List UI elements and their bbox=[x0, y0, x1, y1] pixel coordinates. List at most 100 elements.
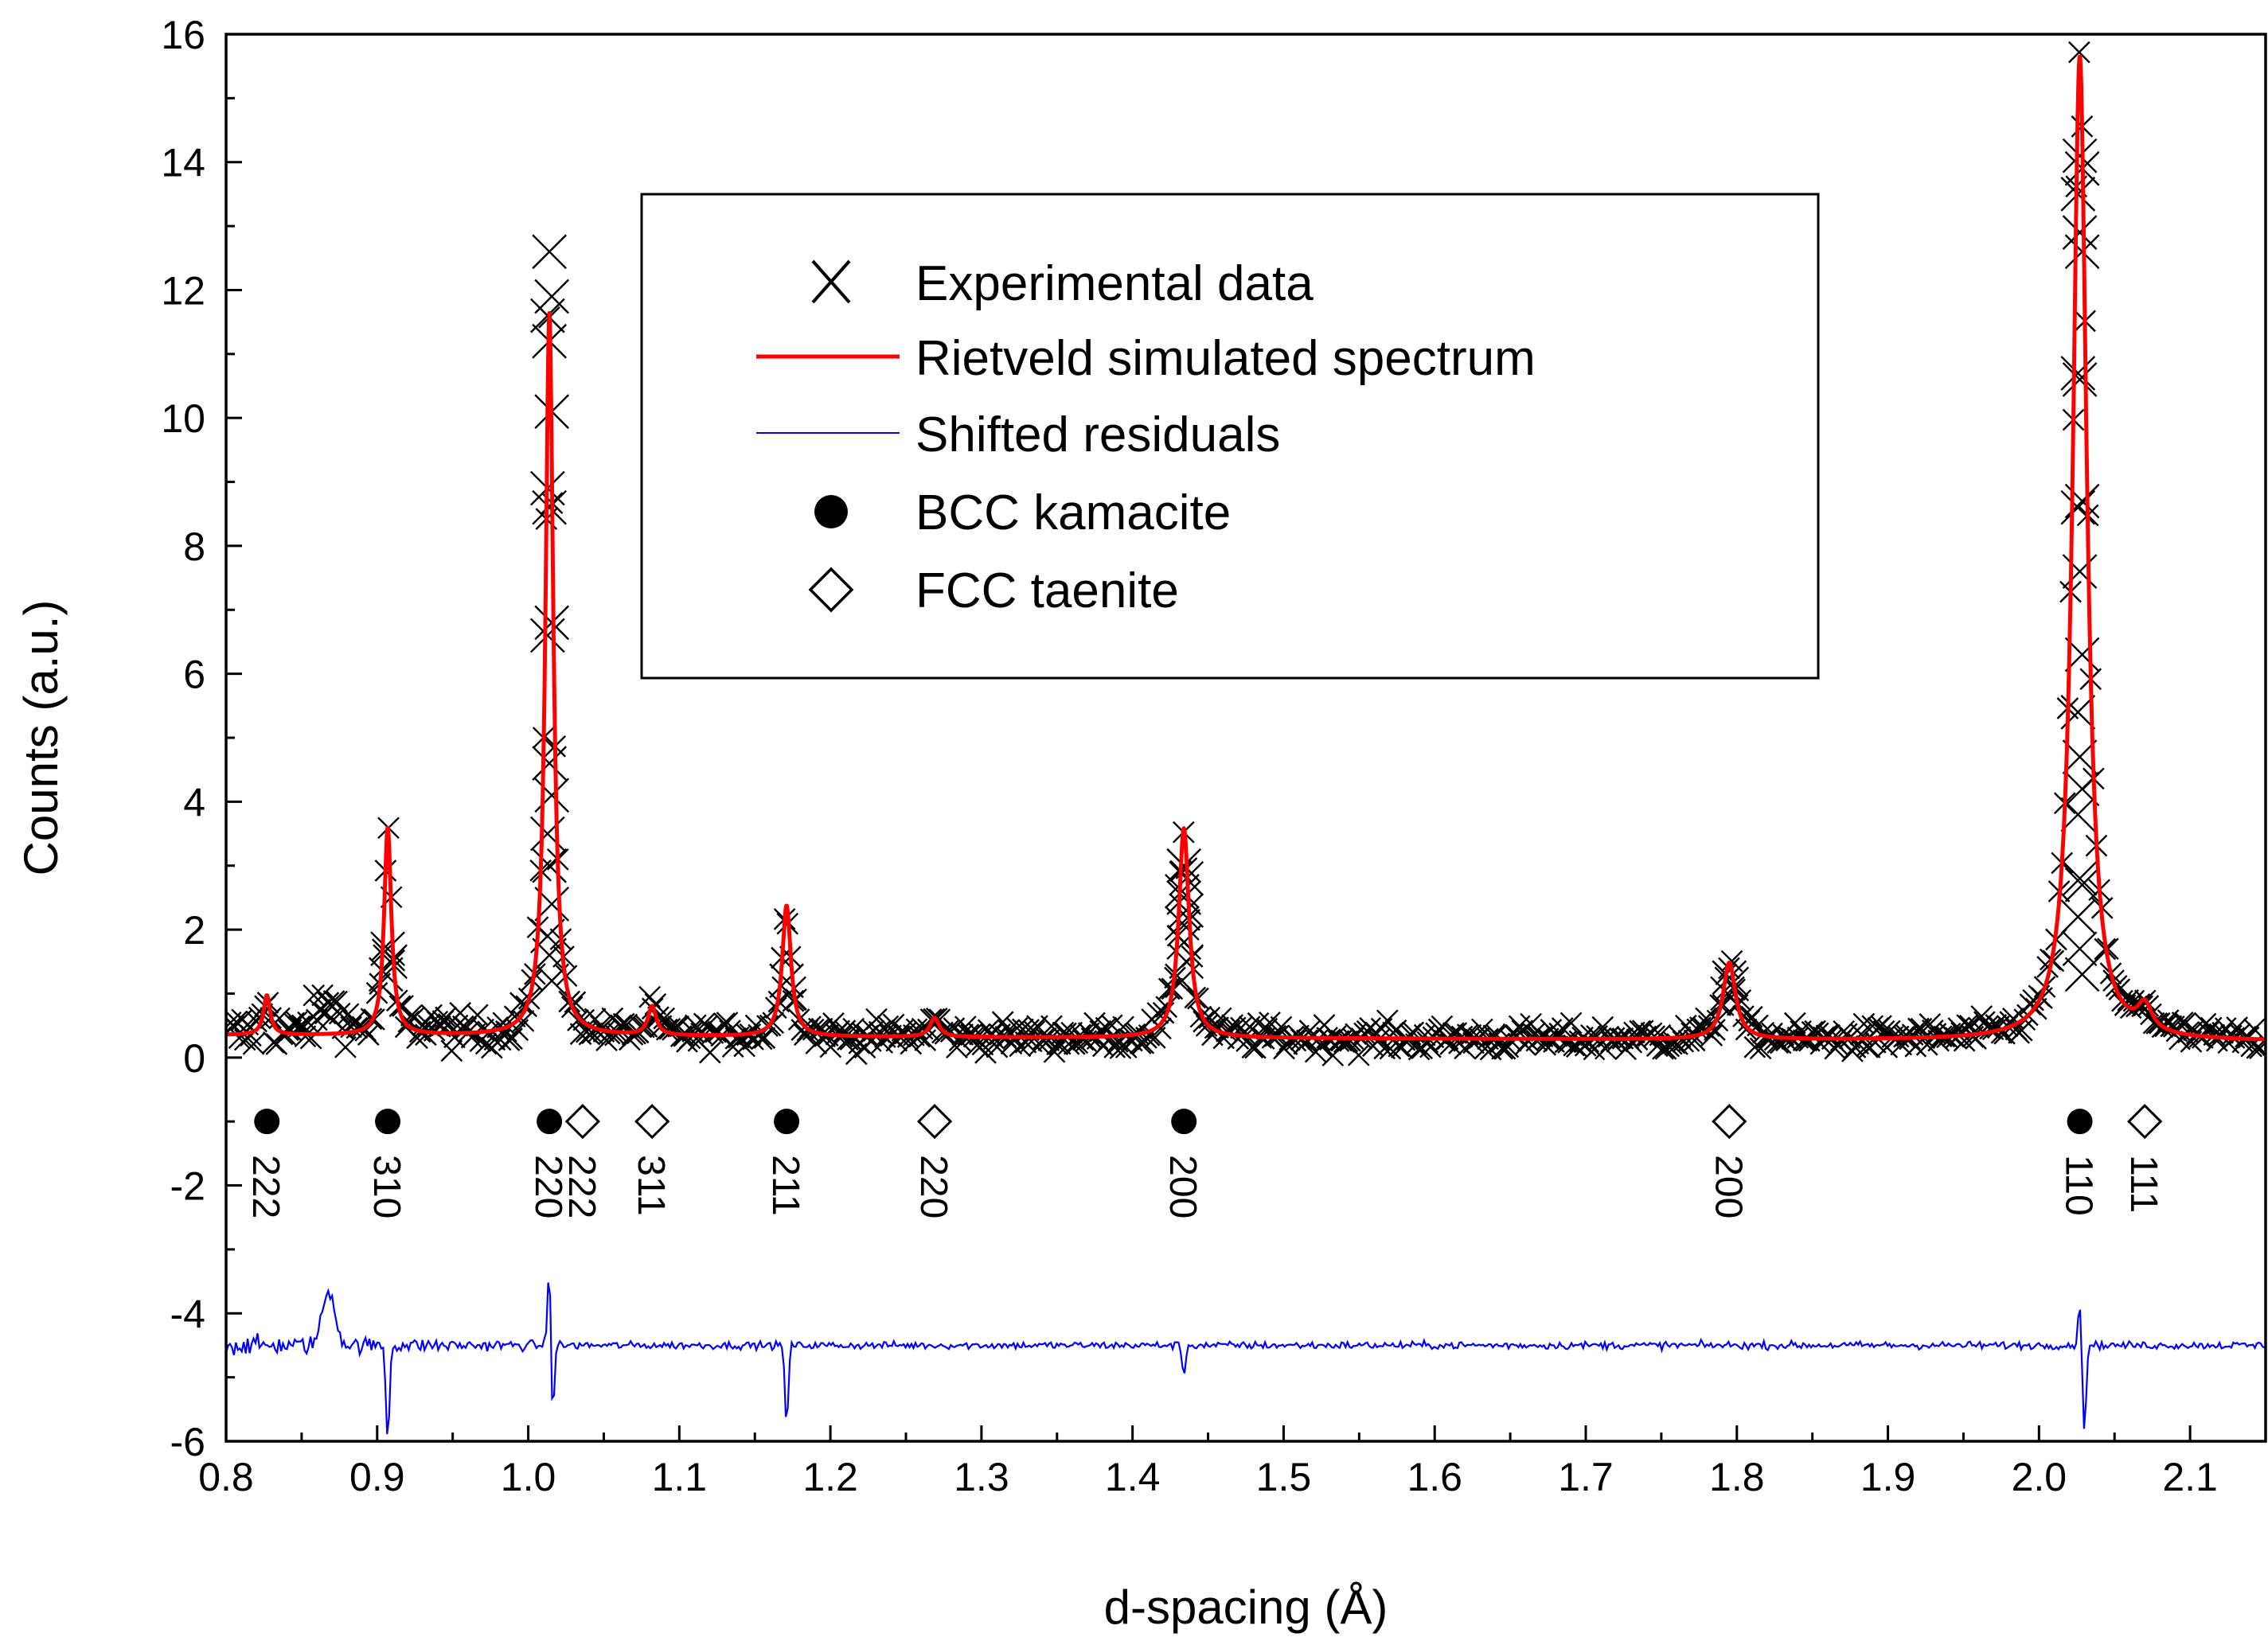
experimental-point bbox=[368, 957, 404, 992]
rietveld-fit-line bbox=[226, 54, 2266, 1042]
legend-entry-fcc: FCC taenite bbox=[808, 563, 1179, 618]
experimental-point bbox=[2203, 1023, 2226, 1047]
hkl-label: 200 bbox=[1161, 1155, 1204, 1218]
y-tick-label: -4 bbox=[170, 1292, 205, 1336]
legend: Experimental data Rietveld simulated spe… bbox=[640, 193, 1820, 680]
hkl-label: 311 bbox=[630, 1155, 672, 1216]
x-tick-label: 1.2 bbox=[802, 1455, 858, 1499]
residuals-series bbox=[226, 1282, 2266, 1435]
fcc-reflection-marker bbox=[634, 1104, 670, 1140]
legend-entry-experimental: Experimental data bbox=[811, 256, 1314, 311]
legend-entry-rietveld: Rietveld simulated spectrum bbox=[756, 331, 1536, 386]
reflection-markers: 222 310 220 211 200 110 222 311 220 200 111 bbox=[244, 1104, 2165, 1218]
experimental-point bbox=[1700, 1024, 1723, 1047]
experimental-point bbox=[1559, 1012, 1583, 1035]
experimental-point bbox=[345, 1016, 369, 1039]
experimental-point bbox=[472, 1018, 494, 1041]
legend-label: Experimental data bbox=[915, 256, 1314, 311]
y-tick-label: 10 bbox=[161, 396, 205, 441]
hkl-label: 220 bbox=[912, 1155, 954, 1218]
experimental-point bbox=[1714, 966, 1750, 1002]
experimental-point bbox=[373, 944, 408, 980]
fcc-reflection-marker bbox=[2127, 1104, 2163, 1140]
experimental-point bbox=[534, 778, 570, 813]
experimental-point bbox=[1040, 1015, 1063, 1038]
hkl-label: 222 bbox=[244, 1155, 287, 1218]
experimental-point bbox=[1155, 996, 1178, 1019]
experimental-point bbox=[294, 1025, 317, 1048]
y-tick-label: 6 bbox=[183, 653, 205, 697]
x-axis-title: d-spacing (Å) bbox=[1104, 1581, 1388, 1634]
x-tick-label: 2.0 bbox=[2012, 1455, 2067, 1499]
experimental-point bbox=[532, 746, 567, 781]
experimental-point bbox=[370, 931, 405, 967]
experimental-point bbox=[532, 489, 567, 525]
bcc-reflection-marker bbox=[537, 1109, 563, 1135]
experimental-point bbox=[328, 1002, 351, 1025]
experimental-point bbox=[334, 1035, 357, 1058]
hkl-label: 220 bbox=[527, 1155, 569, 1218]
x-tick-label: 1.9 bbox=[1860, 1455, 1916, 1499]
y-tick-label: 4 bbox=[183, 780, 205, 824]
experimental-point bbox=[242, 1032, 265, 1055]
rietveld-series bbox=[226, 54, 2266, 1042]
experimental-point bbox=[365, 981, 388, 1004]
hkl-label: 110 bbox=[2058, 1155, 2100, 1216]
bcc-reflection-marker bbox=[254, 1109, 280, 1135]
residuals-line bbox=[226, 1282, 2266, 1435]
x-tick-label: 1.6 bbox=[1407, 1455, 1462, 1499]
legend-label: FCC taenite bbox=[915, 563, 1179, 618]
axes: 0.8 0.9 1.0 1.1 1.2 1.3 1.4 1.5 1.6 1.7 1.8 1.9 2.0 2… bbox=[161, 13, 2267, 1499]
experimental-point bbox=[885, 1029, 908, 1052]
experimental-point bbox=[2060, 356, 2096, 391]
x-tick-label: 1.4 bbox=[1105, 1455, 1161, 1499]
experimental-point bbox=[2067, 41, 2090, 64]
hkl-label: 222 bbox=[560, 1155, 603, 1218]
experimental-point bbox=[1259, 1012, 1281, 1034]
y-tick-label: 2 bbox=[183, 908, 205, 953]
experimental-data-series bbox=[226, 41, 2266, 1067]
y-tick-label: 0 bbox=[183, 1036, 205, 1081]
experimental-point bbox=[435, 1006, 457, 1029]
experimental-point bbox=[512, 1010, 535, 1032]
experimental-point bbox=[699, 1041, 721, 1064]
experimental-point bbox=[1103, 1035, 1126, 1058]
experimental-point bbox=[1970, 1005, 1993, 1027]
experimental-point bbox=[1815, 1024, 1838, 1047]
experimental-point bbox=[1583, 1038, 1606, 1061]
experimental-point bbox=[2249, 1037, 2266, 1059]
experimental-point bbox=[532, 234, 567, 270]
experimental-point bbox=[1732, 1005, 1755, 1027]
experimental-point bbox=[865, 1008, 888, 1031]
experimental-point bbox=[769, 963, 804, 999]
open-diamond-icon bbox=[808, 567, 854, 613]
experimental-point bbox=[937, 1019, 959, 1042]
experimental-point bbox=[805, 1032, 828, 1054]
experimental-point bbox=[303, 984, 326, 1007]
legend-entry-bcc: BCC kamacite bbox=[814, 485, 1231, 540]
bcc-reflection-marker bbox=[2067, 1109, 2093, 1135]
y-axis-title: Counts (a.u.) bbox=[14, 600, 68, 876]
x-tick-label: 0.8 bbox=[198, 1455, 254, 1499]
experimental-point bbox=[285, 1011, 308, 1034]
experimental-point bbox=[532, 848, 567, 883]
experimental-point bbox=[466, 1004, 489, 1027]
bcc-reflection-marker bbox=[375, 1109, 401, 1135]
x-tick-label: 1.0 bbox=[501, 1455, 556, 1499]
experimental-point bbox=[2062, 215, 2098, 250]
x-tick-label: 1.7 bbox=[1558, 1455, 1614, 1499]
experimental-point bbox=[1704, 1019, 1726, 1041]
plot-area: 222 310 220 211 200 110 222 311 220 200 111 bbox=[226, 41, 2266, 1435]
bcc-reflection-marker bbox=[1171, 1109, 1197, 1135]
hkl-label: 111 bbox=[2122, 1155, 2165, 1213]
x-tick-label: 1.8 bbox=[1709, 1455, 1765, 1499]
hkl-label: 310 bbox=[365, 1155, 408, 1218]
experimental-point bbox=[2064, 867, 2100, 902]
experimental-point bbox=[1157, 977, 1181, 1000]
fcc-reflection-marker bbox=[564, 1104, 600, 1140]
x-tick-label: 1.3 bbox=[954, 1455, 1009, 1499]
experimental-point bbox=[2060, 899, 2096, 934]
y-tick-label: 14 bbox=[161, 141, 205, 185]
experimental-point bbox=[2022, 988, 2044, 1012]
bcc-reflection-marker bbox=[774, 1109, 800, 1135]
